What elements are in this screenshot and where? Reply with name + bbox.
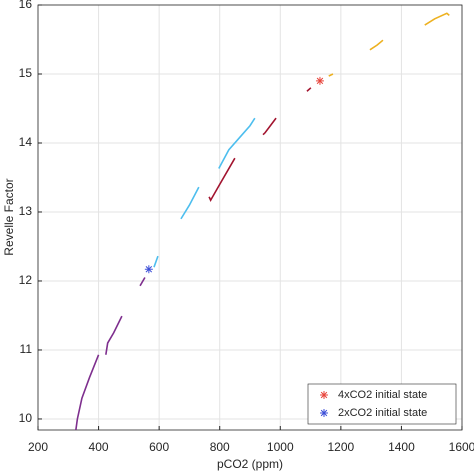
- y-tick-label: 11: [20, 342, 33, 356]
- legend-box: [307, 383, 457, 425]
- x-tick-label: 800: [210, 440, 230, 454]
- marker: [315, 76, 324, 85]
- plot-frame: [37, 4, 463, 431]
- star-stroke: [320, 409, 328, 417]
- x-tick-label: 1000: [267, 440, 294, 454]
- line-series: [208, 87, 312, 203]
- legend-label: 4xCO2 initial state: [338, 389, 427, 401]
- x-tick-label: 400: [89, 440, 109, 454]
- line-series: [153, 117, 256, 268]
- marker: [144, 265, 153, 274]
- y-tick-label: 14: [19, 135, 33, 149]
- line-series: [75, 277, 146, 431]
- star-stroke: [320, 391, 328, 399]
- line-series: [328, 12, 450, 77]
- y-tick-label: 12: [19, 273, 33, 287]
- y-tick-label: 16: [19, 0, 33, 11]
- x-tick-label: 1400: [388, 440, 415, 454]
- y-tick-label: 15: [19, 66, 33, 80]
- star-stroke: [145, 266, 153, 273]
- x-tick-label: 1600: [449, 440, 474, 454]
- legend-symbol: [320, 409, 328, 417]
- star-stroke: [316, 77, 324, 85]
- x-tick-label: 600: [149, 440, 169, 454]
- x-tick-label: 1200: [328, 440, 355, 454]
- y-axis-label: Revelle Factor: [2, 178, 16, 255]
- x-axis-label: pCO2 (ppm): [217, 457, 283, 471]
- y-tick-label: 13: [19, 204, 33, 218]
- y-tick-label: 10: [19, 411, 33, 425]
- legend-symbol: [320, 391, 328, 399]
- legend-label: 2xCO2 initial state: [338, 407, 427, 419]
- x-tick-label: 200: [28, 440, 48, 454]
